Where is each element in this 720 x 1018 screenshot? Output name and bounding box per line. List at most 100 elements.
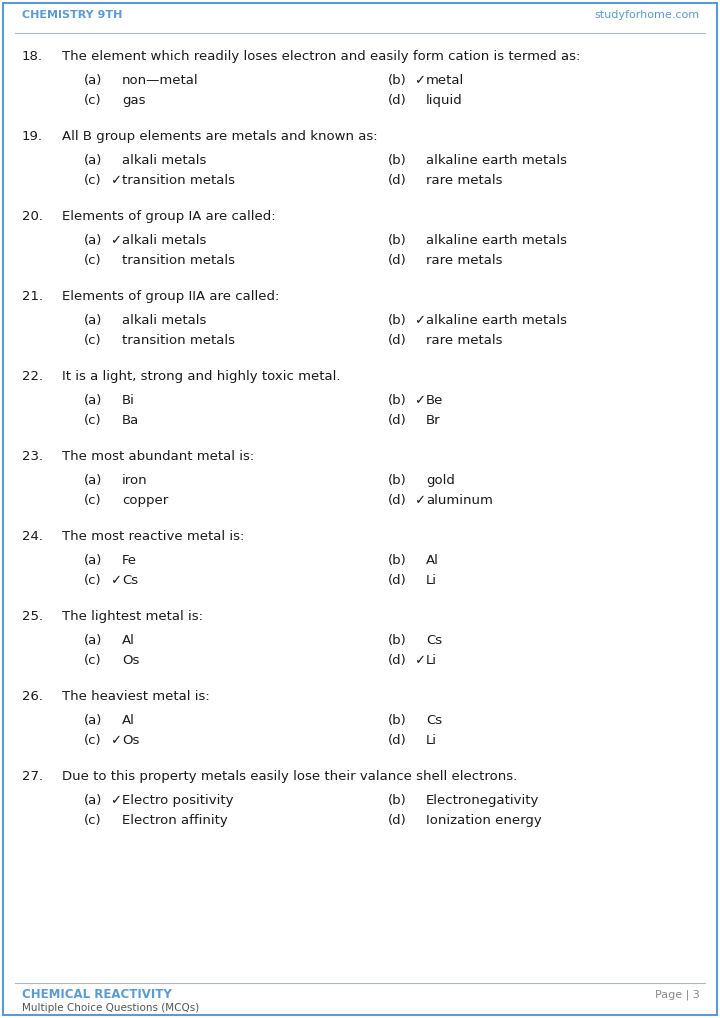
Text: Cs: Cs <box>426 634 442 647</box>
Text: (c): (c) <box>84 414 102 427</box>
Text: Electron affinity: Electron affinity <box>122 814 228 827</box>
Text: The element which readily loses electron and easily form cation is termed as:: The element which readily loses electron… <box>62 50 580 63</box>
Text: (c): (c) <box>84 494 102 507</box>
Text: The heaviest metal is:: The heaviest metal is: <box>62 690 210 703</box>
Text: (b): (b) <box>388 474 407 487</box>
Text: copper: copper <box>122 494 168 507</box>
Text: (d): (d) <box>388 94 407 107</box>
Text: 20.: 20. <box>22 210 43 223</box>
Text: Bi: Bi <box>122 394 135 407</box>
Text: (a): (a) <box>84 474 102 487</box>
Text: 23.: 23. <box>22 450 43 463</box>
Text: Page | 3: Page | 3 <box>655 989 700 1001</box>
Text: (a): (a) <box>84 634 102 647</box>
Text: 26.: 26. <box>22 690 43 703</box>
Text: 21.: 21. <box>22 290 43 303</box>
Text: (b): (b) <box>388 74 407 87</box>
Text: All B group elements are metals and known as:: All B group elements are metals and know… <box>62 130 377 143</box>
Text: (a): (a) <box>84 314 102 327</box>
Text: Cs: Cs <box>426 714 442 727</box>
Text: Electro positivity: Electro positivity <box>122 794 233 807</box>
Text: gold: gold <box>426 474 455 487</box>
Text: Due to this property metals easily lose their valance shell electrons.: Due to this property metals easily lose … <box>62 770 517 783</box>
Text: (c): (c) <box>84 334 102 347</box>
Text: iron: iron <box>122 474 148 487</box>
Text: (d): (d) <box>388 734 407 747</box>
Text: (b): (b) <box>388 314 407 327</box>
Text: ✓: ✓ <box>110 574 121 587</box>
Text: ✓: ✓ <box>414 654 425 667</box>
Text: (a): (a) <box>84 394 102 407</box>
Text: Elements of group IA are called:: Elements of group IA are called: <box>62 210 276 223</box>
Text: Al: Al <box>122 714 135 727</box>
Text: metal: metal <box>426 74 464 87</box>
Text: (d): (d) <box>388 574 407 587</box>
Text: (a): (a) <box>84 554 102 567</box>
Text: (b): (b) <box>388 714 407 727</box>
Text: ✓: ✓ <box>110 174 121 187</box>
Text: Br: Br <box>426 414 441 427</box>
Text: (c): (c) <box>84 734 102 747</box>
Text: (b): (b) <box>388 394 407 407</box>
Text: liquid: liquid <box>426 94 463 107</box>
Text: 18.: 18. <box>22 50 43 63</box>
Text: (b): (b) <box>388 154 407 167</box>
Text: It is a light, strong and highly toxic metal.: It is a light, strong and highly toxic m… <box>62 370 341 383</box>
Text: alkaline earth metals: alkaline earth metals <box>426 314 567 327</box>
Text: Os: Os <box>122 734 140 747</box>
Text: (a): (a) <box>84 714 102 727</box>
Text: The lightest metal is:: The lightest metal is: <box>62 610 203 623</box>
Text: non—metal: non—metal <box>122 74 199 87</box>
Text: ✓: ✓ <box>110 234 121 247</box>
Text: alkaline earth metals: alkaline earth metals <box>426 154 567 167</box>
Text: CHEMICAL REACTIVITY: CHEMICAL REACTIVITY <box>22 988 172 1001</box>
Text: (c): (c) <box>84 574 102 587</box>
Text: (b): (b) <box>388 794 407 807</box>
Text: (c): (c) <box>84 174 102 187</box>
Text: (c): (c) <box>84 254 102 267</box>
Text: 27.: 27. <box>22 770 43 783</box>
Text: The most abundant metal is:: The most abundant metal is: <box>62 450 254 463</box>
Text: The most reactive metal is:: The most reactive metal is: <box>62 530 244 543</box>
Text: Os: Os <box>122 654 140 667</box>
Text: (d): (d) <box>388 654 407 667</box>
Text: ✓: ✓ <box>414 74 425 87</box>
Text: studyforhome.com: studyforhome.com <box>120 326 590 655</box>
Text: transition metals: transition metals <box>122 334 235 347</box>
Text: (b): (b) <box>388 554 407 567</box>
Text: CHEMISTRY 9TH: CHEMISTRY 9TH <box>22 10 122 20</box>
Text: (d): (d) <box>388 494 407 507</box>
Text: rare metals: rare metals <box>426 174 503 187</box>
Text: (d): (d) <box>388 254 407 267</box>
Text: (a): (a) <box>84 154 102 167</box>
Text: (c): (c) <box>84 94 102 107</box>
Text: (c): (c) <box>84 814 102 827</box>
Text: alkali metals: alkali metals <box>122 154 207 167</box>
Text: alkali metals: alkali metals <box>122 314 207 327</box>
Text: Li: Li <box>426 654 437 667</box>
Text: (b): (b) <box>388 634 407 647</box>
Text: Al: Al <box>426 554 439 567</box>
Text: ✓: ✓ <box>414 494 425 507</box>
Text: 22.: 22. <box>22 370 43 383</box>
Text: Li: Li <box>426 734 437 747</box>
Text: Cs: Cs <box>122 574 138 587</box>
Text: 24.: 24. <box>22 530 43 543</box>
Text: gas: gas <box>122 94 145 107</box>
FancyBboxPatch shape <box>3 3 717 1015</box>
Text: (a): (a) <box>84 234 102 247</box>
Text: Multiple Choice Questions (MCQs): Multiple Choice Questions (MCQs) <box>22 1003 199 1013</box>
Text: (b): (b) <box>388 234 407 247</box>
Text: studyforhome.com: studyforhome.com <box>595 10 700 20</box>
Text: rare metals: rare metals <box>426 254 503 267</box>
Text: Ba: Ba <box>122 414 139 427</box>
Text: Ionization energy: Ionization energy <box>426 814 541 827</box>
Text: Al: Al <box>122 634 135 647</box>
Text: ✓: ✓ <box>414 314 425 327</box>
Text: Electronegativity: Electronegativity <box>426 794 539 807</box>
Text: alkaline earth metals: alkaline earth metals <box>426 234 567 247</box>
Text: (d): (d) <box>388 174 407 187</box>
Text: Li: Li <box>426 574 437 587</box>
Text: 19.: 19. <box>22 130 43 143</box>
Text: Be: Be <box>426 394 444 407</box>
